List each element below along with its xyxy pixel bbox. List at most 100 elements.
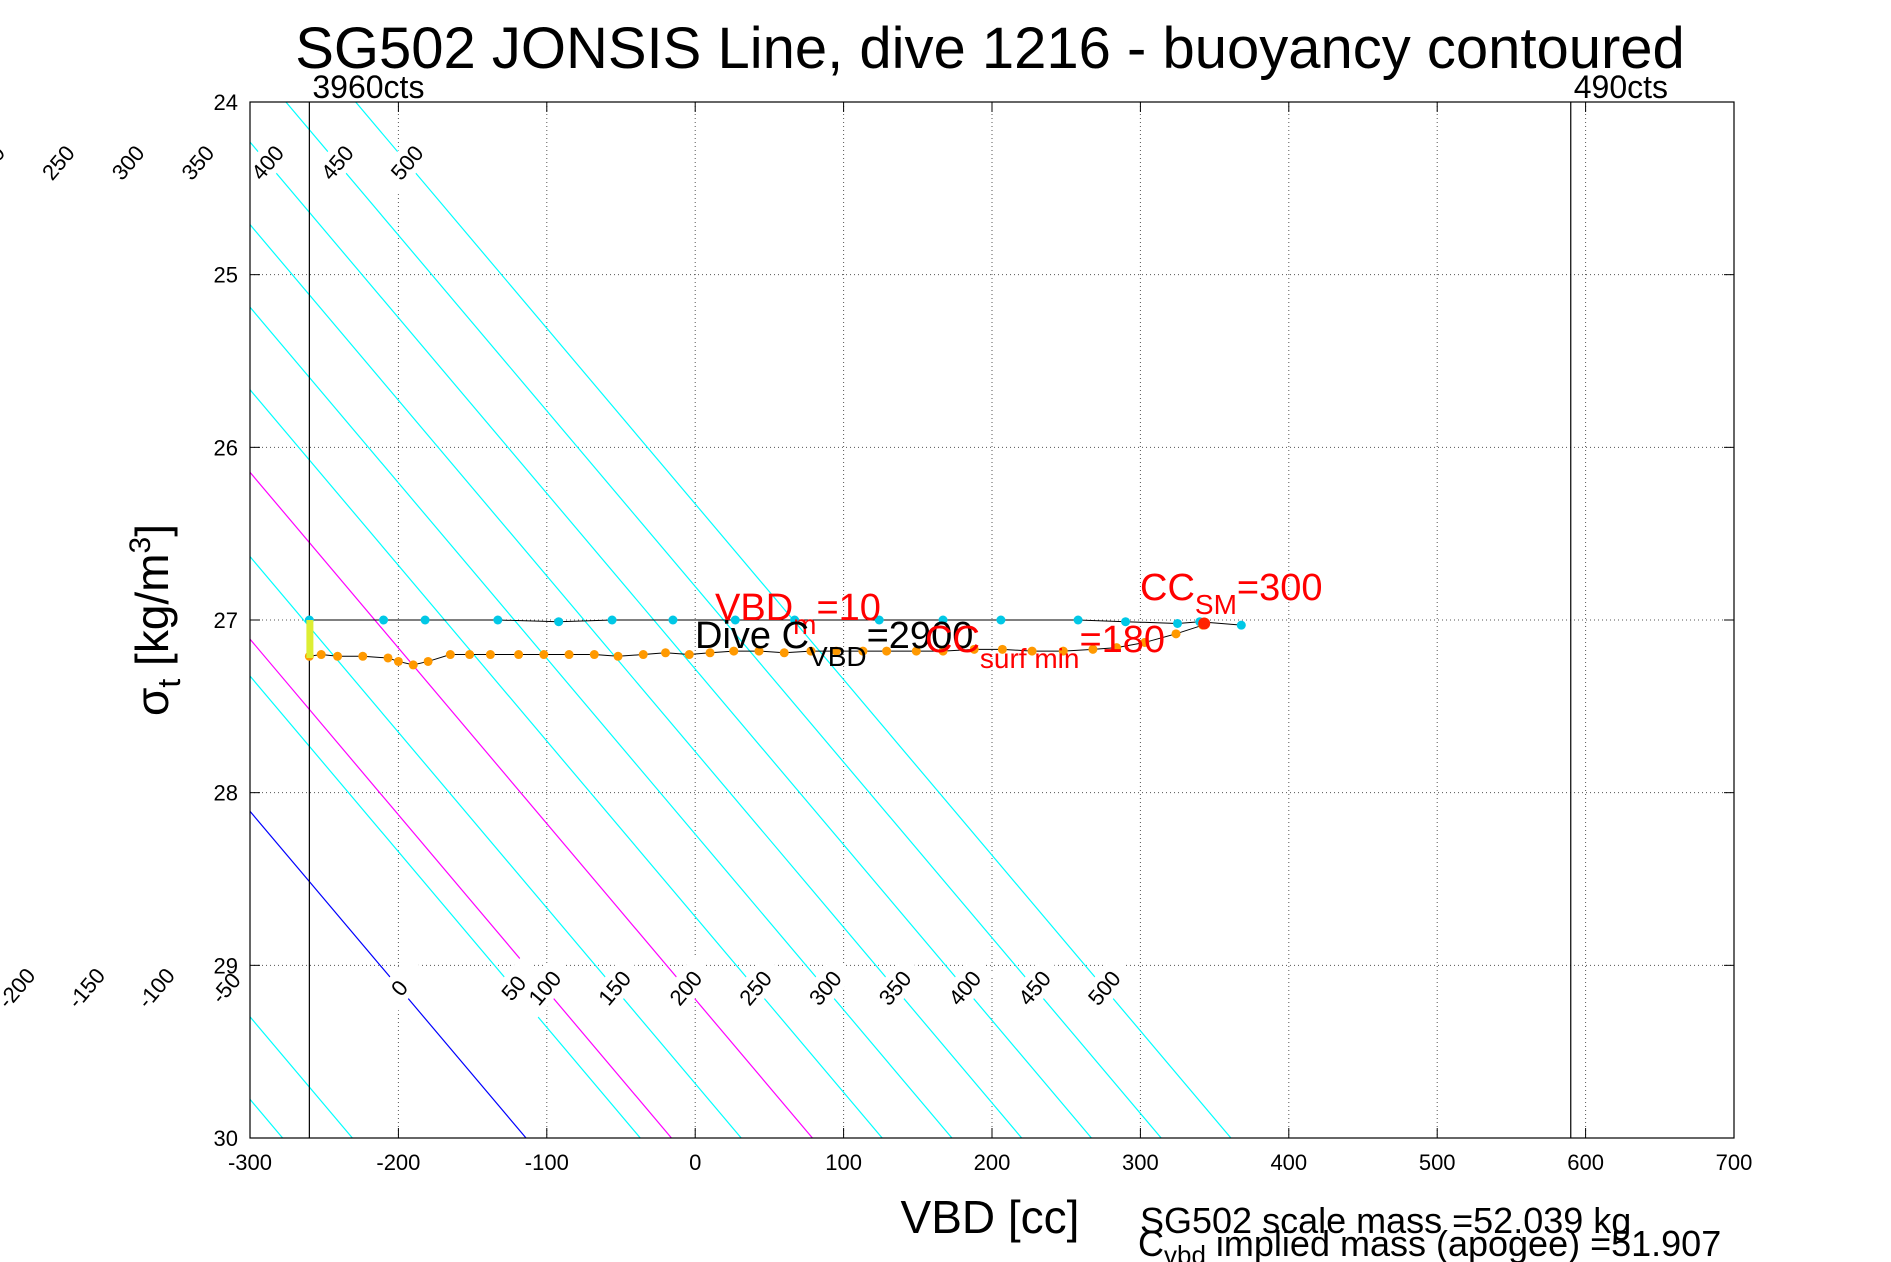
data-point-climb [393,656,403,666]
contour-label-bottom-bg [195,955,256,1020]
contour-label-bottom-bg [125,955,186,1020]
annotation-vbd-cm: VBDm=10 [715,587,881,640]
x-tick-label: 700 [1716,1150,1753,1175]
data-point-dive [996,615,1006,625]
contour-label-bottom-bg [934,955,995,1020]
y-tick-label: 29 [214,953,238,978]
implied-mass-note: Cvbd implied mass (apogee) =51.907 [1138,1223,1721,1262]
contour-line [250,555,742,1138]
implied-mass-note-value: implied mass (apogee) =51.907 [1206,1223,1721,1262]
contour-label-bottom-bg [483,955,544,1020]
contour-label-top-bg [0,130,19,195]
y-tick-label: 24 [214,90,238,115]
data-point-climb [445,650,455,660]
end-marker [1198,617,1211,630]
data-point-climb [316,650,326,660]
data-point-climb [1088,644,1098,654]
data-point-climb [514,650,524,660]
data-point-dive [938,615,948,625]
y-tick-label: 25 [214,263,238,288]
x-tick-label: 100 [825,1150,862,1175]
data-point-climb [1140,637,1150,647]
data-point-dive [1121,617,1131,627]
data-point-climb [383,653,393,663]
contour-label-bottom-bg [1073,955,1135,1020]
data-point-climb [1058,646,1068,656]
data-point-climb [684,650,694,660]
x-tick-label: -100 [525,1150,569,1175]
data-point-dive [1236,620,1246,630]
contour-label-top-bg [167,130,228,195]
data-point-climb [858,646,868,656]
contour-label-bottom-bg [55,955,117,1020]
contour-label-bottom-bg [1004,955,1065,1020]
contour-line [250,223,1023,1138]
data-point-dive [730,615,740,625]
y-tick-label: 30 [214,1126,238,1151]
annotation-cc-sm-value: =300 [1237,567,1323,609]
x-tick-label: 600 [1567,1150,1604,1175]
x-tick-label: 0 [689,1150,701,1175]
y-axis-label-unit-sup: 3 [124,537,157,554]
contour-label-bottom-bg [655,955,716,1020]
annotation-vbd-cm-main: VBD [715,587,793,629]
implied-mass-note-main: C [1138,1223,1164,1262]
y-axis-ticks: 24 25 26 27 28 29 30 [214,90,1734,1151]
contour-label-bottom-bg [584,955,645,1020]
data-point-climb [613,651,623,661]
data-point-climb [589,650,599,660]
contour-label-bottom-bg [864,955,925,1020]
data-point-climb [408,660,418,670]
y-tick-label: 27 [214,608,238,633]
data-point-climb [1112,643,1122,653]
data-point-dive [1073,615,1083,625]
y-tick-label: 26 [214,435,238,460]
contour-label-top-bg [27,130,89,195]
y-axis-label-symbol: σ [126,688,178,716]
x-axis-label: VBD [cc] [901,1191,1080,1243]
contour-label-top-bg [237,130,298,195]
x-tick-label: 200 [974,1150,1011,1175]
y-axis-label-unit: [kg/m [126,553,178,678]
annotation-cc-sm-main: CC [1140,567,1195,609]
data-point-dive [554,617,564,627]
data-point-climb [1171,629,1181,639]
data-point-dive [420,615,430,625]
data-series [304,615,1246,670]
annotation-dive-c-vbd-value: =2900 [867,615,974,657]
vbd-limit-label: 490cts [1574,69,1668,105]
data-point-climb [729,646,739,656]
annotation-vbd-cm-sub: m [793,609,816,640]
data-point-climb [358,651,368,661]
y-axis-label-unit-end: ] [126,524,178,537]
data-point-climb [638,650,648,660]
y-axis-label: σt [kg/m3] [124,524,187,716]
annotation-cc-surf-min-sub: surf min [980,643,1080,674]
data-point-dive [874,615,884,625]
data-point-climb [564,650,574,660]
data-point-climb [423,656,433,666]
contour-label-bottom-bg [725,955,786,1020]
annotation-cc-surf-min-main: CC [925,619,980,661]
contour-line [250,675,641,1138]
contour-label-top-bg [376,130,437,195]
data-point-climb [938,646,948,656]
annotation-cc-surf-min-value: =180 [1079,619,1165,661]
implied-mass-note-sub: vbd [1164,1240,1206,1262]
data-point-dive [493,615,503,625]
data-point-climb [831,646,841,656]
data-point-climb [661,648,671,658]
data-point-climb [485,650,495,660]
contour-line [250,810,527,1138]
data-point-climb [969,644,979,654]
annotation-cc-sm-sub: SM [1195,589,1237,620]
x-tick-label: 300 [1122,1150,1159,1175]
start-marker [306,620,314,658]
contour-label-top-bg [97,130,158,195]
data-point-climb [539,650,549,660]
grid-lines [250,102,1734,1138]
x-tick-label: 500 [1419,1150,1456,1175]
annotation-vbd-cm-value: =10 [816,587,880,629]
data-point-climb [779,648,789,658]
